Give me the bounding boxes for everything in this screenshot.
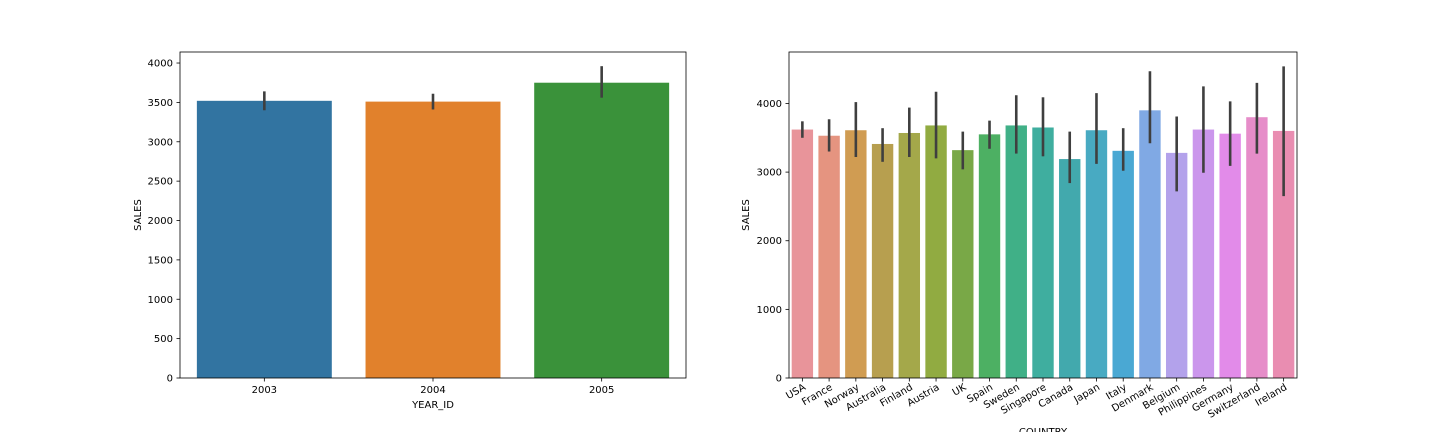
bar-australia [871, 143, 894, 378]
bar-2004 [365, 101, 501, 378]
chart-sales-by-country: 01000200030004000USAFranceNorwayAustrali… [741, 51, 1298, 432]
bar-finland [898, 132, 921, 378]
y-tick-label: 4000 [757, 99, 782, 110]
bar-denmark [1139, 110, 1161, 378]
y-tick-label: 2000 [148, 216, 173, 227]
x-axis-label: COUNTRY [1019, 427, 1068, 432]
x-tick-label: 2004 [420, 385, 445, 396]
chart-sales-by-year: 0 500 1000 1500 2000 2500 3000 3500 4000 2003 2004… [133, 51, 687, 411]
bar-sweden [1005, 125, 1027, 378]
bar-japan [1085, 130, 1108, 378]
y-axis-label: SALES [741, 199, 752, 231]
y-tick-label: 1000 [757, 305, 782, 316]
y-tick-label: 3000 [148, 137, 173, 148]
y-tick-label: 3500 [148, 98, 173, 109]
bar-philippines [1192, 129, 1215, 378]
bar-usa [791, 129, 814, 378]
x-tick-label: 2005 [589, 385, 614, 396]
bar-germany [1219, 133, 1241, 378]
y-axis-label: SALES [133, 199, 144, 231]
bar-2005 [534, 82, 670, 378]
y-tick-label: 2000 [757, 236, 782, 247]
bar-austria [925, 125, 947, 378]
bar-norway [845, 130, 867, 378]
y-tick-label: 4000 [148, 59, 173, 70]
y-tick-label: 3000 [757, 168, 782, 179]
x-tick-label: Japan [1071, 382, 1102, 406]
bar-switzerland [1246, 117, 1268, 378]
y-tick-label: 1500 [148, 255, 173, 266]
bar-spain [978, 134, 1001, 378]
bar-france [818, 135, 840, 378]
y-tick-label: 500 [154, 334, 173, 345]
bar-belgium [1165, 152, 1188, 378]
y-tick-label: 1000 [148, 295, 173, 306]
bar-ireland [1272, 130, 1295, 378]
y-tick-label: 0 [167, 374, 173, 385]
bar-italy [1112, 150, 1134, 378]
y-tick-label: 0 [776, 374, 782, 385]
x-tick-label: 2003 [252, 385, 277, 396]
bar-singapore [1032, 127, 1054, 378]
bar-2003 [196, 100, 332, 378]
bar-canada [1059, 159, 1081, 378]
x-axis-label: YEAR_ID [411, 400, 454, 411]
bar-uk [952, 150, 974, 378]
y-tick-label: 2500 [148, 177, 173, 188]
